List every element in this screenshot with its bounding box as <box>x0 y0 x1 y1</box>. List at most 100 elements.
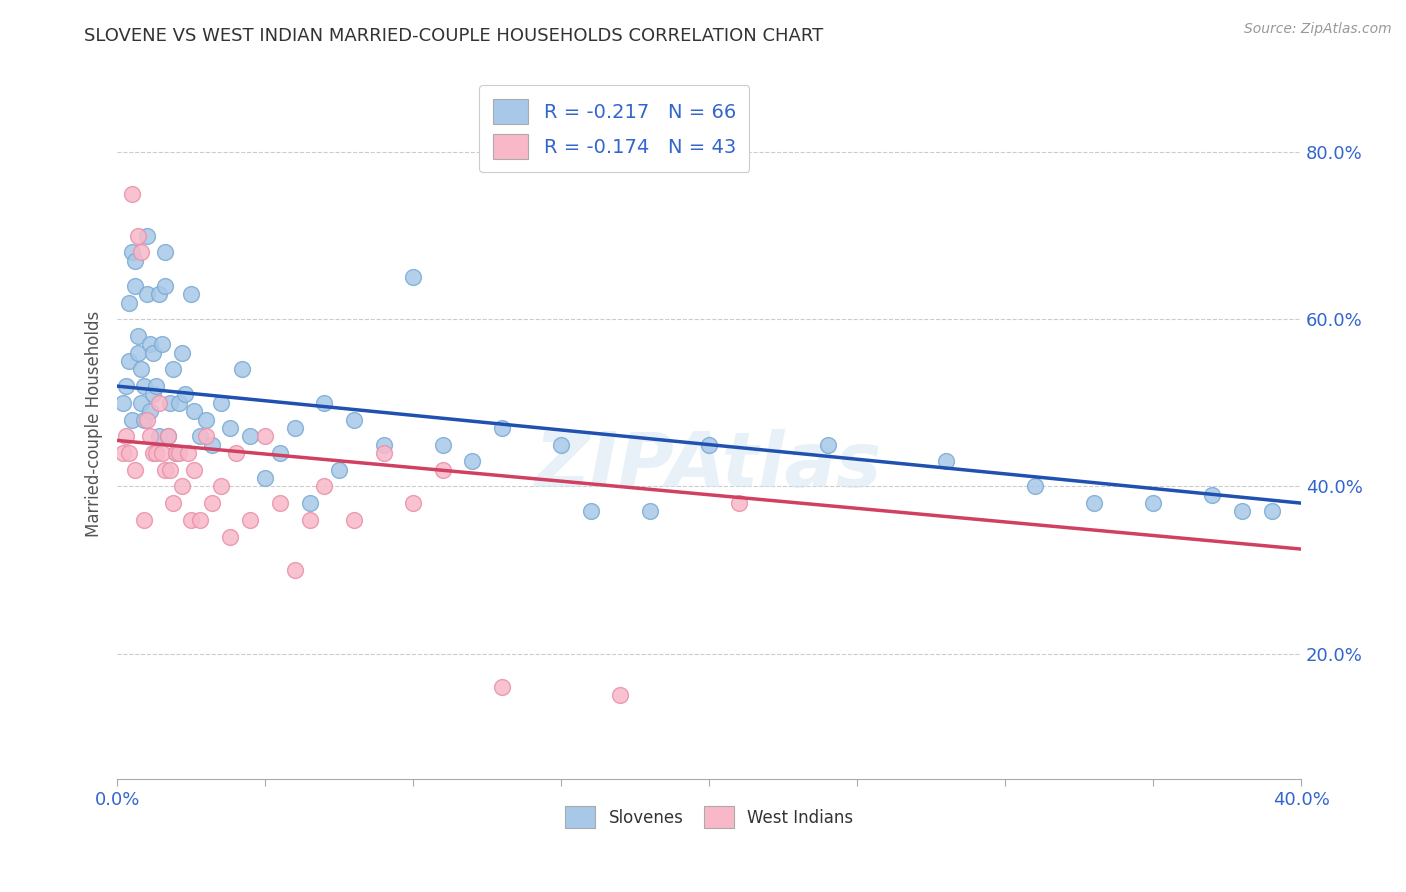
Point <box>118 446 141 460</box>
Point <box>142 446 165 460</box>
Text: Source: ZipAtlas.com: Source: ZipAtlas.com <box>1244 22 1392 37</box>
Point <box>298 496 321 510</box>
Point <box>150 337 173 351</box>
Point <box>697 437 720 451</box>
Point <box>328 463 350 477</box>
Point <box>269 496 291 510</box>
Point <box>209 396 232 410</box>
Point <box>432 463 454 477</box>
Point <box>132 379 155 393</box>
Point <box>298 513 321 527</box>
Point <box>402 496 425 510</box>
Point <box>935 454 957 468</box>
Point <box>139 404 162 418</box>
Point <box>148 396 170 410</box>
Legend: Slovenes, West Indians: Slovenes, West Indians <box>558 800 859 835</box>
Point <box>121 186 143 201</box>
Point <box>145 379 167 393</box>
Point <box>172 345 194 359</box>
Point <box>153 245 176 260</box>
Point <box>239 429 262 443</box>
Point <box>115 429 138 443</box>
Y-axis label: Married-couple Households: Married-couple Households <box>86 310 103 537</box>
Point <box>491 680 513 694</box>
Point <box>231 362 253 376</box>
Point <box>150 446 173 460</box>
Point <box>269 446 291 460</box>
Point <box>188 513 211 527</box>
Point <box>183 404 205 418</box>
Point <box>139 429 162 443</box>
Point <box>254 429 277 443</box>
Point <box>153 278 176 293</box>
Point <box>218 530 240 544</box>
Point <box>432 437 454 451</box>
Point <box>148 429 170 443</box>
Point <box>1142 496 1164 510</box>
Point <box>162 496 184 510</box>
Point <box>153 463 176 477</box>
Point <box>169 446 191 460</box>
Text: SLOVENE VS WEST INDIAN MARRIED-COUPLE HOUSEHOLDS CORRELATION CHART: SLOVENE VS WEST INDIAN MARRIED-COUPLE HO… <box>84 27 824 45</box>
Point <box>579 504 602 518</box>
Point <box>1201 488 1223 502</box>
Point <box>254 471 277 485</box>
Point <box>183 463 205 477</box>
Point <box>461 454 484 468</box>
Point <box>314 479 336 493</box>
Point <box>118 295 141 310</box>
Point <box>162 362 184 376</box>
Point <box>127 228 149 243</box>
Point <box>165 446 187 460</box>
Point <box>1260 504 1282 518</box>
Point <box>284 563 307 577</box>
Point <box>314 396 336 410</box>
Point <box>373 446 395 460</box>
Point <box>135 228 157 243</box>
Point <box>132 513 155 527</box>
Point <box>609 689 631 703</box>
Point <box>201 496 224 510</box>
Text: ZIPAtlas: ZIPAtlas <box>536 429 883 503</box>
Point <box>156 429 179 443</box>
Point <box>172 479 194 493</box>
Point <box>491 421 513 435</box>
Point <box>284 421 307 435</box>
Point <box>343 513 366 527</box>
Point <box>124 463 146 477</box>
Point <box>218 421 240 435</box>
Point <box>402 270 425 285</box>
Point <box>115 379 138 393</box>
Point <box>159 396 181 410</box>
Point <box>127 345 149 359</box>
Point <box>180 287 202 301</box>
Point <box>373 437 395 451</box>
Point <box>127 329 149 343</box>
Point <box>112 396 135 410</box>
Point <box>201 437 224 451</box>
Point <box>124 253 146 268</box>
Point <box>1230 504 1253 518</box>
Point <box>132 412 155 426</box>
Point <box>135 412 157 426</box>
Point <box>188 429 211 443</box>
Point <box>142 387 165 401</box>
Point <box>209 479 232 493</box>
Point <box>195 412 218 426</box>
Point <box>638 504 661 518</box>
Point <box>727 496 749 510</box>
Point <box>1024 479 1046 493</box>
Point <box>118 354 141 368</box>
Point <box>142 345 165 359</box>
Point <box>129 362 152 376</box>
Point <box>124 278 146 293</box>
Point <box>195 429 218 443</box>
Point <box>135 287 157 301</box>
Point <box>550 437 572 451</box>
Point <box>169 396 191 410</box>
Point <box>129 396 152 410</box>
Point <box>129 245 152 260</box>
Point <box>225 446 247 460</box>
Point <box>156 429 179 443</box>
Point <box>174 387 197 401</box>
